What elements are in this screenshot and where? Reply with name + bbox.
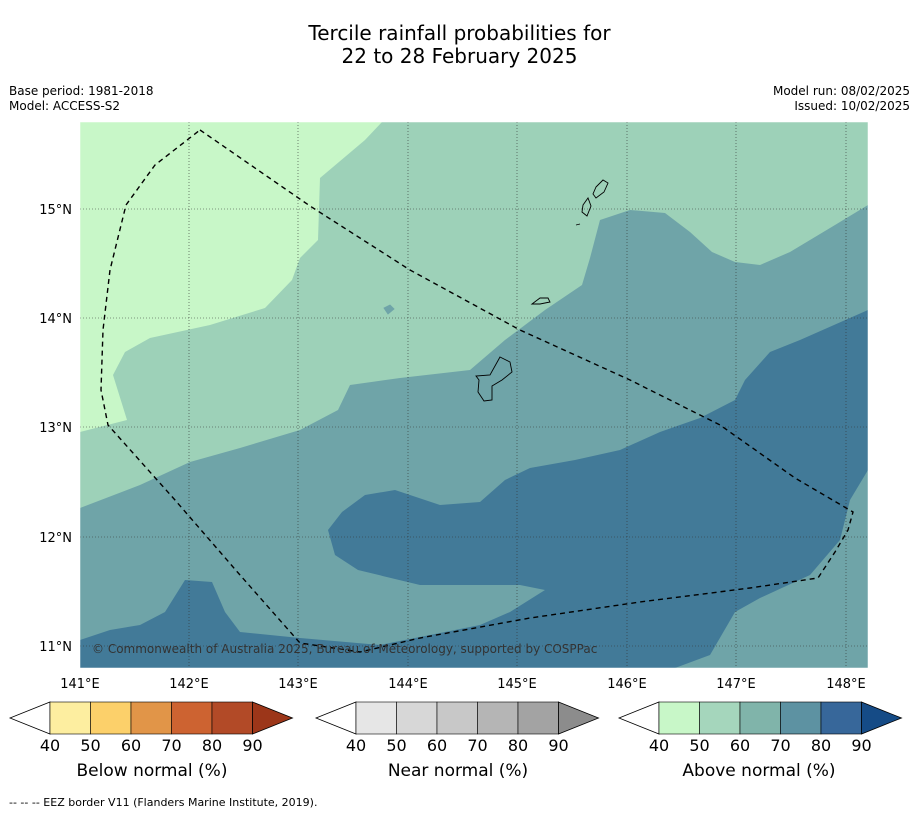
colorbar-tick-label: 70 [161,736,181,755]
longitude-label: 146°E [607,677,647,692]
longitude-label: 148°E [826,677,866,692]
colorbar-high-extension [558,701,600,735]
colorbar-low-extension [314,701,357,735]
colorbar-high-extension [861,701,903,735]
colorbar-tick-label: 90 [548,736,568,755]
model-run-text: Model run: 08/02/2025 [772,84,910,98]
colorbar-segment [780,701,822,735]
colorbar-segment [396,701,438,735]
colorbar-near-normal: 40 50 60 70 80 90 [314,701,600,755]
colorbar-tick-label: 50 [689,736,709,755]
latitude-label: 12°N [39,531,72,546]
longitude-label: 143°E [278,677,318,692]
issued-text: Issued: 10/02/2025 [794,99,910,113]
islet-outline [383,304,395,315]
colorbar-tick-label: 90 [851,736,871,755]
latitude-label: 15°N [39,203,72,218]
colorbar-title-above: Above normal (%) [682,761,836,781]
colorbar-low-extension [8,701,51,735]
colorbar-tick-label: 60 [730,736,750,755]
colorbar-above-normal: 40 50 60 70 80 90 [617,701,903,755]
meta-left: Base period: 1981-2018 Model: ACCESS-S2 [9,84,154,114]
colorbar-below-normal: 40 50 60 70 80 90 [8,701,294,755]
colorbar-segment [49,701,91,735]
aguijan-island-outline [575,223,581,226]
model-text: Model: ACCESS-S2 [9,99,121,113]
colorbar-title-near: Near normal (%) [387,761,529,781]
colorbar-segment [171,701,213,735]
latitude-labels: 15°N 14°N 13°N 12°N 11°N [39,203,72,655]
meta-right: Model run: 08/02/2025 Issued: 10/02/2025 [773,84,910,114]
longitude-label: 144°E [388,677,428,692]
longitude-label: 141°E [60,677,100,692]
colorbar-tick-label: 60 [121,736,141,755]
colorbar-segment [90,701,132,735]
colorbar-tick-label: 80 [811,736,831,755]
title-line-1: Tercile rainfall probabilities for [308,21,611,45]
rota-island-outline [530,297,551,305]
colorbar-title-below: Below normal (%) [76,761,228,781]
colorbar-segment [477,701,519,735]
colorbar-tick-label: 40 [649,736,669,755]
latitude-label: 13°N [39,421,72,436]
longitude-label: 145°E [497,677,537,692]
colorbar-tick-label: 90 [242,736,262,755]
colorbar-tick-label: 50 [386,736,406,755]
colorbar-tick-label: 80 [202,736,222,755]
map-panel: © Commonwealth of Australia 2025, Bureau… [39,121,869,692]
probability-regions [80,122,868,668]
colorbar-segment [739,701,781,735]
colorbar-tick-label: 40 [346,736,366,755]
guam-island-outline [475,356,513,402]
graticule [80,122,868,668]
longitude-label: 142°E [169,677,209,692]
map-frame [79,121,869,669]
latitude-label: 11°N [39,640,72,655]
longitude-labels: 141°E 142°E 143°E 144°E 145°E 146°E 147°E 148°E [60,677,866,692]
colorbar-high-extension [252,701,294,735]
region-40-50 [80,122,382,432]
title-line-2: 22 to 28 February 2025 [341,44,578,68]
tinian-island-outline [581,197,592,217]
colorbar-segment [211,701,253,735]
map-title: Tercile rainfall probabilities for 22 to… [0,22,919,68]
colorbar-tick-label: 80 [508,736,528,755]
eez-border [100,129,854,653]
colorbar-segment [699,701,741,735]
colorbar-tick-label: 70 [770,736,790,755]
colorbar-tick-label: 50 [80,736,100,755]
saipan-island-outline [592,179,609,199]
region-70-80 [80,310,868,668]
colorbar-tick-label: 70 [467,736,487,755]
copyright-text: © Commonwealth of Australia 2025, Bureau… [92,642,597,656]
colorbar-segment [658,701,700,735]
colorbar-segment [517,701,559,735]
colorbar-segment [820,701,862,735]
longitude-label: 147°E [716,677,756,692]
colorbar-tick-label: 40 [40,736,60,755]
colorbar-tick-label: 60 [427,736,447,755]
colorbar-segment [130,701,172,735]
islands [383,179,609,402]
colorbar-segment [436,701,478,735]
eez-border-footnote: -- -- -- EEZ border V11 (Flanders Marine… [9,796,318,809]
base-period-text: Base period: 1981-2018 [9,84,154,98]
latitude-label: 14°N [39,312,72,327]
colorbar-low-extension [617,701,660,735]
colorbar-segment [355,701,397,735]
